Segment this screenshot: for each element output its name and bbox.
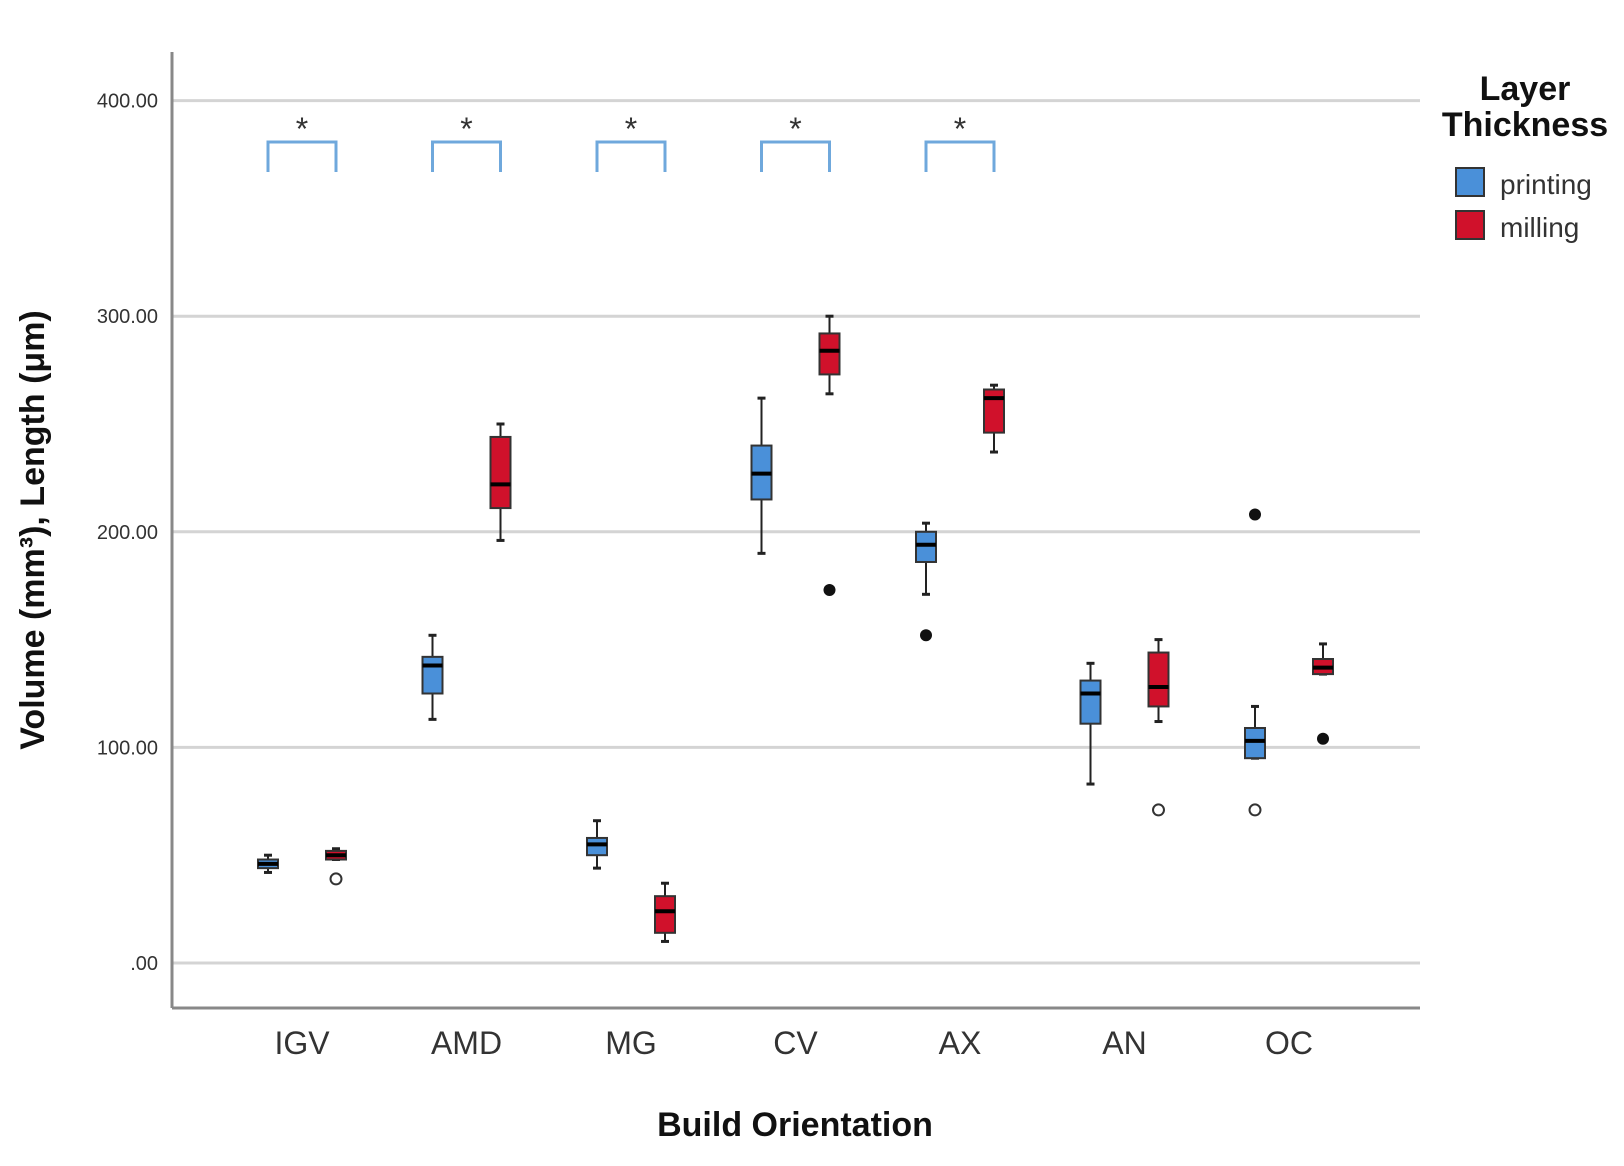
box-iqr — [489, 435, 512, 510]
box-iqr — [421, 655, 444, 695]
x-tick-labels: IGV AMD MG CV AX AN OC — [274, 1025, 1313, 1061]
box-milling-oc — [1312, 642, 1334, 745]
outlier-point — [1248, 803, 1262, 817]
box-printing-cv — [750, 396, 773, 555]
x-tick-label: AN — [1102, 1025, 1146, 1061]
x-tick-label: CV — [773, 1025, 818, 1061]
box-iqr — [586, 836, 608, 857]
legend-swatch-milling — [1455, 210, 1485, 240]
box-printing-ax — [915, 521, 937, 642]
box-printing-mg — [586, 819, 608, 870]
legend-title-line-2: Thickness — [1442, 106, 1608, 144]
significance-bracket — [595, 140, 667, 172]
x-tick-label: MG — [605, 1025, 657, 1061]
box-milling-mg — [654, 881, 676, 943]
box-iqr — [1244, 726, 1266, 760]
significance-bracket — [924, 140, 996, 172]
gridlines — [172, 99, 1420, 965]
box-iqr — [654, 895, 676, 934]
box-milling-an — [1147, 638, 1170, 817]
box-iqr — [1079, 679, 1102, 725]
y-tick-label: 200.00 — [97, 522, 158, 544]
legend-swatch-printing — [1455, 167, 1485, 197]
x-tick-label: AMD — [431, 1025, 502, 1061]
extreme-point — [1317, 732, 1329, 745]
box-printing-igv — [257, 853, 279, 874]
box-iqr — [915, 530, 937, 563]
box-milling-cv — [818, 314, 841, 597]
significance-star: * — [789, 111, 801, 147]
legend-title-line-1: Layer — [1480, 70, 1571, 108]
significance-star: * — [954, 111, 966, 147]
box-printing-amd — [421, 633, 444, 721]
box-iqr — [1147, 651, 1170, 708]
y-tick-labels: .00 100.00 200.00 300.00 400.00 — [97, 91, 158, 975]
significance-bracket — [266, 140, 338, 172]
y-tick-label: 100.00 — [97, 737, 158, 759]
y-axis-title: Volume (mm³), Length (μm) — [14, 310, 52, 749]
box-iqr — [818, 332, 841, 376]
x-tick-label: AX — [939, 1025, 982, 1061]
box-milling-igv — [325, 847, 347, 886]
significance-bracket — [431, 140, 502, 172]
significance-star: * — [460, 111, 472, 147]
y-tick-label: 400.00 — [97, 91, 158, 113]
legend-label-printing: printing — [1500, 169, 1592, 200]
y-tick-label: 300.00 — [97, 306, 158, 328]
x-tick-label: OC — [1265, 1025, 1313, 1061]
x-tick-label: IGV — [274, 1025, 330, 1061]
extreme-point — [823, 584, 836, 597]
x-axis-title: Build Orientation — [657, 1106, 933, 1144]
significance-star: * — [625, 111, 637, 147]
outlier-point — [329, 872, 343, 886]
significance-bracket — [760, 140, 831, 172]
box-series — [257, 314, 1334, 943]
extreme-point — [1249, 508, 1261, 521]
legend: Layer Thickness printing milling — [1442, 70, 1608, 243]
y-tick-label: .00 — [130, 953, 158, 975]
box-milling-amd — [489, 422, 512, 542]
extreme-point — [920, 629, 932, 642]
significance-star: * — [296, 111, 308, 147]
legend-label-milling: milling — [1500, 212, 1579, 243]
box-iqr — [983, 388, 1005, 434]
box-printing-oc — [1244, 508, 1266, 817]
axes — [170, 52, 1420, 1010]
outlier-point — [1152, 803, 1165, 817]
box-printing-an — [1079, 661, 1102, 786]
box-milling-ax — [983, 383, 1005, 454]
significance-brackets: * * * * * — [266, 111, 996, 172]
